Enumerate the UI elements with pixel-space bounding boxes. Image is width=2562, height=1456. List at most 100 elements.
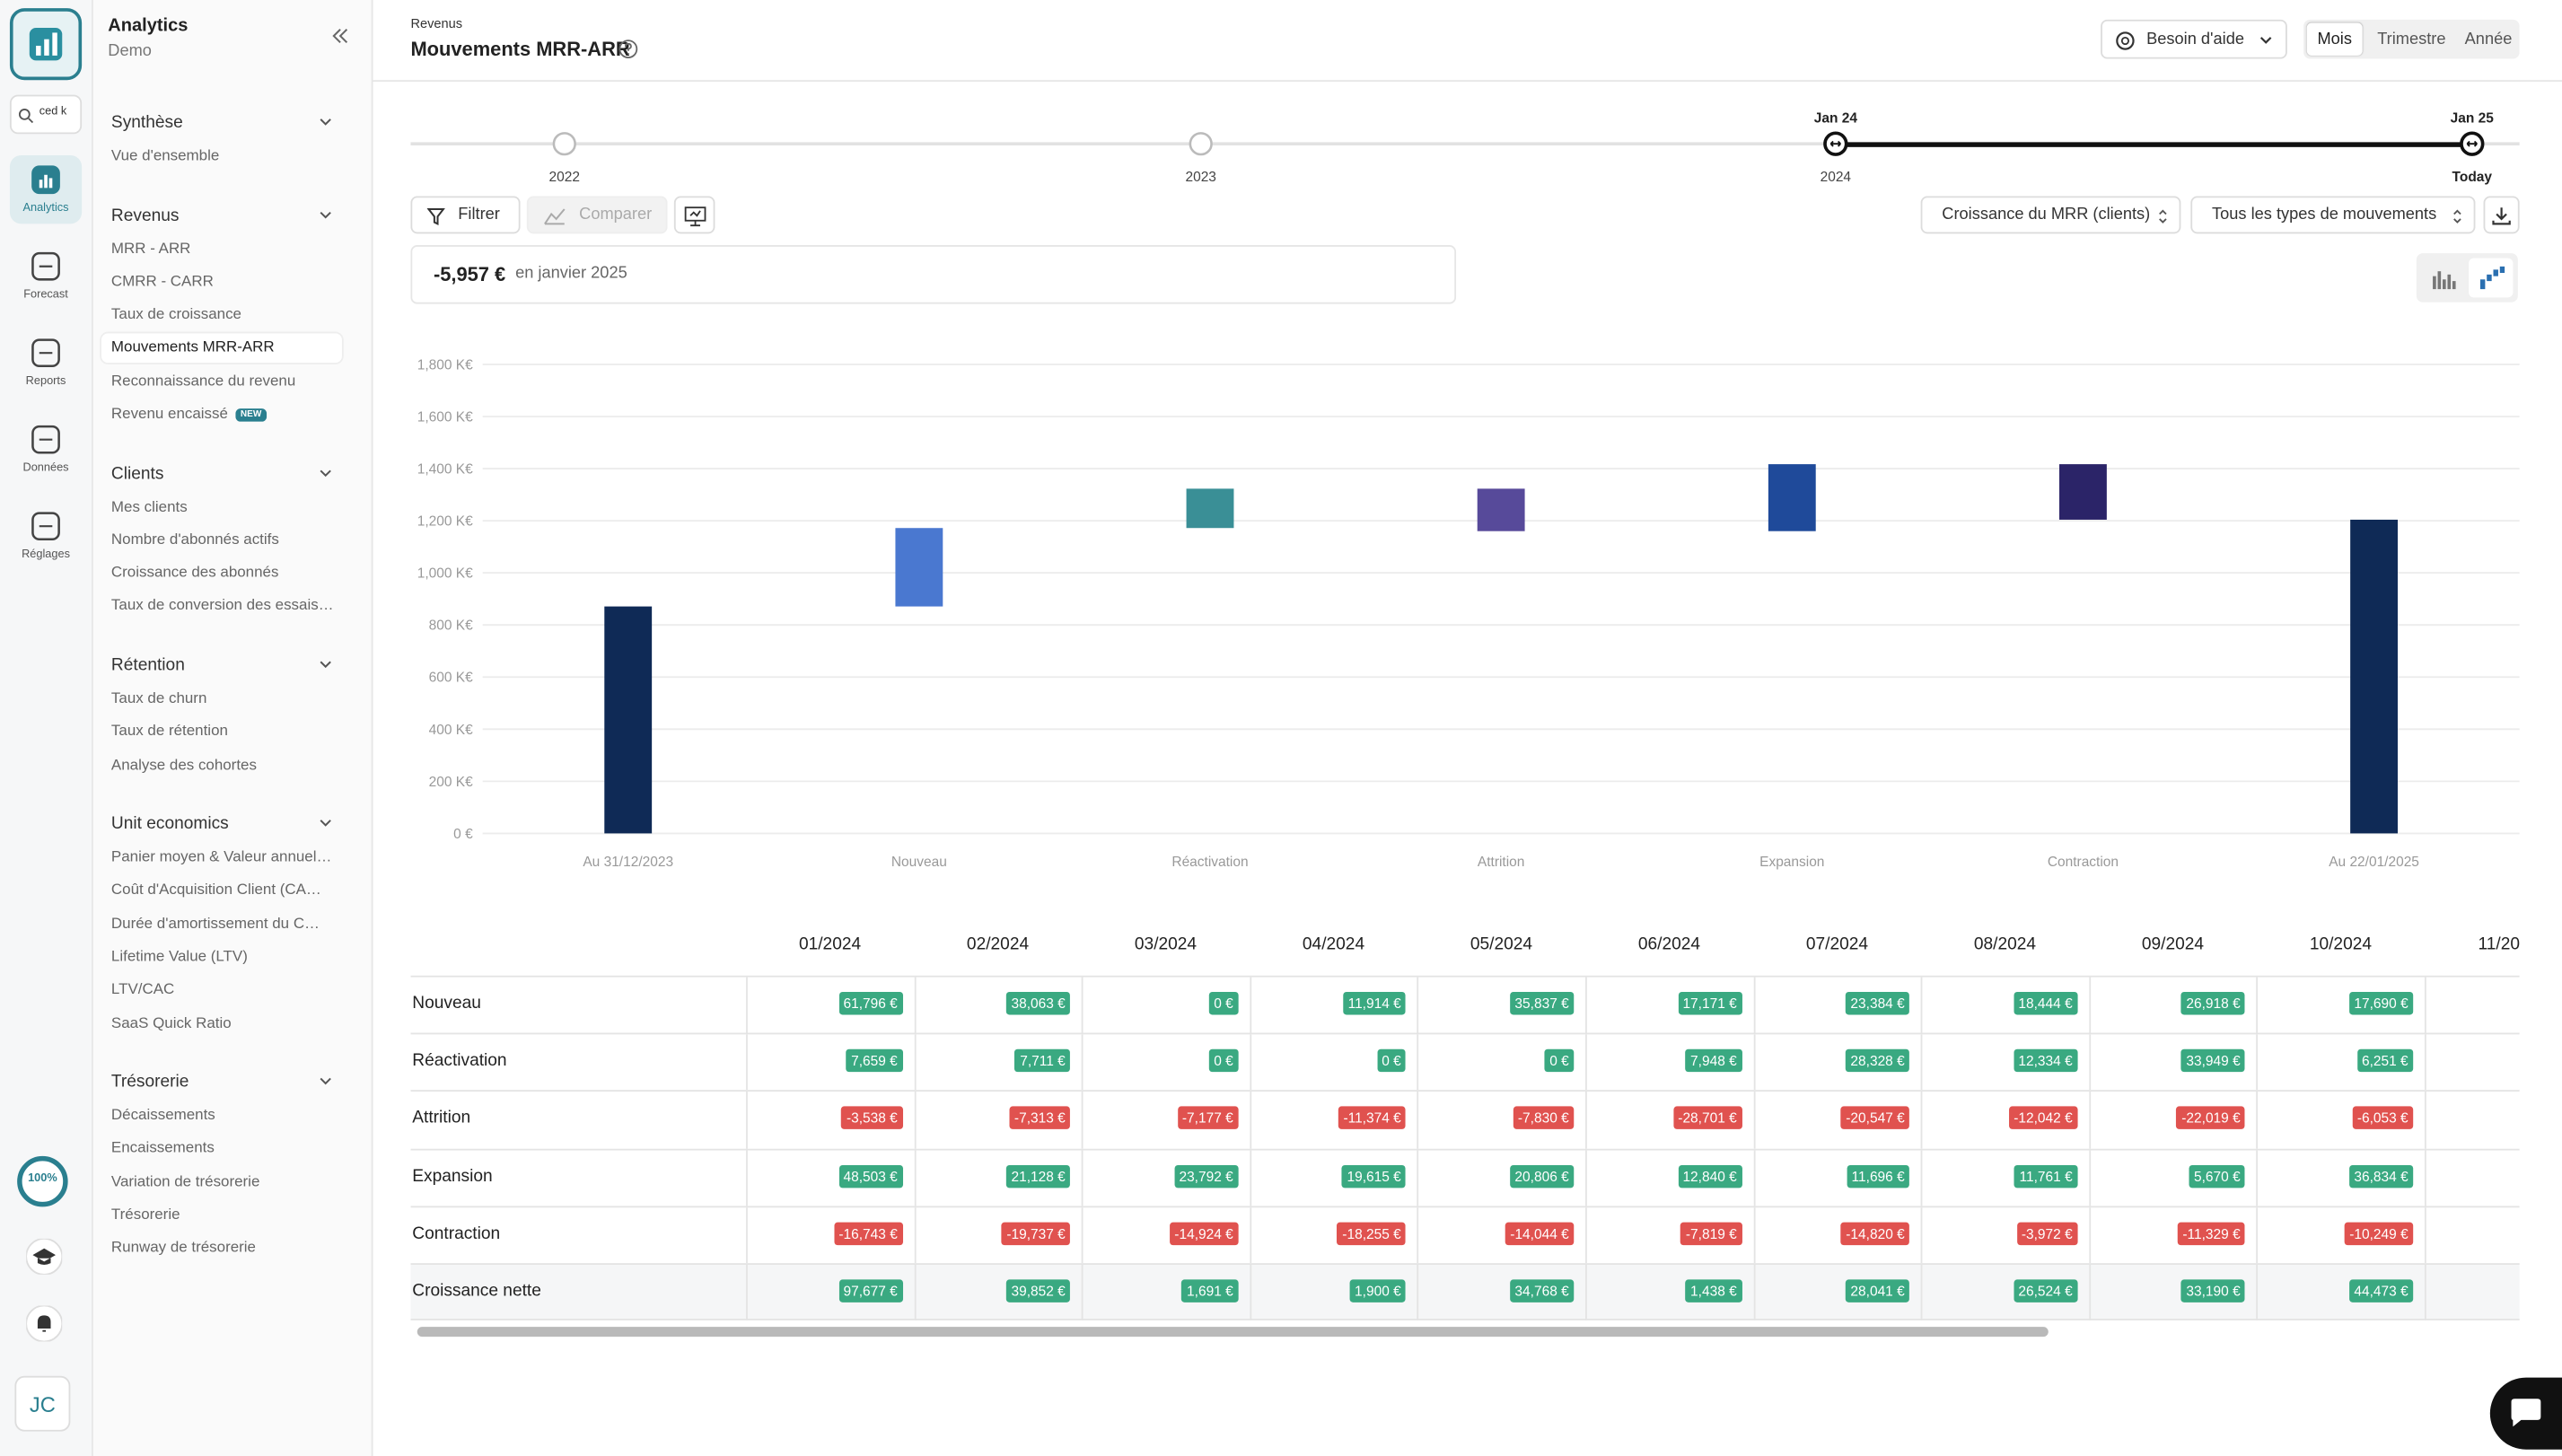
nav-item[interactable]: Revenu encaissé	[110, 405, 228, 422]
nav-item[interactable]: Nombre d'abonnés actifs	[110, 531, 279, 548]
row-label: Expansion	[412, 1166, 493, 1186]
icon	[1823, 131, 1848, 156]
nav-item[interactable]: Runway de trésorerie	[110, 1239, 256, 1256]
help-button[interactable]: Besoin d'aide	[2101, 19, 2287, 59]
table-row: Croissance nette 97,677 € 39,852 € 1,691 € 1…	[410, 1263, 2520, 1321]
toggle-step	[2499, 266, 2505, 274]
nav-item[interactable]: Décaissements	[110, 1106, 215, 1123]
search-box[interactable]: ced k	[9, 94, 83, 135]
rail-label: Analytics	[22, 202, 69, 215]
y-tick-label: 1,000 K€	[417, 566, 473, 582]
table-scrollbar[interactable]	[417, 1327, 2049, 1338]
nav-item[interactable]: Vue d'ensemble	[110, 146, 220, 164]
toggle-bars[interactable]	[2421, 259, 2465, 298]
nav-section-title[interactable]: Rétention	[110, 654, 185, 675]
present-stand	[689, 210, 701, 227]
toggle-waterfall[interactable]	[2469, 258, 2514, 298]
help-circle	[619, 39, 638, 58]
row-label: Croissance nette	[412, 1281, 541, 1302]
icon	[2479, 266, 2505, 290]
nav-item[interactable]: Analyse des cohortes	[110, 755, 257, 773]
nav-section-title[interactable]: Revenus	[110, 205, 180, 225]
nav-section-title[interactable]: Unit economics	[110, 813, 229, 834]
nav-item[interactable]: Trésorerie	[110, 1206, 180, 1223]
nav-section-title[interactable]: Trésorerie	[110, 1072, 189, 1092]
nav-item[interactable]: Lifetime Value (LTV)	[110, 947, 248, 964]
nav-item[interactable]: Mes clients	[110, 497, 188, 514]
rail-item[interactable]: Analytics	[9, 154, 83, 224]
download-icon	[2492, 207, 2511, 225]
toggle-step	[2487, 274, 2492, 282]
period-option[interactable]: Année	[2461, 22, 2516, 55]
metric-select[interactable]: Croissance du MRR (clients)	[1920, 196, 2181, 234]
rail-item[interactable]: Forecast	[10, 241, 82, 310]
table-cell: 17,690 €	[2256, 977, 2425, 1033]
notifications-button	[26, 1305, 63, 1342]
present-button[interactable]	[673, 196, 715, 234]
column-header: 10/2024	[2309, 934, 2373, 955]
table-cell	[2424, 1092, 2520, 1148]
download-button[interactable]	[2483, 196, 2520, 234]
bar	[895, 528, 943, 607]
nav-item[interactable]: Panier moyen & Valeur annuel…	[110, 847, 332, 864]
nav-item[interactable]: Coût d'Acquisition Client (CA…	[110, 881, 321, 898]
collapse-icon	[332, 29, 348, 44]
movement-select[interactable]: Tous les types de mouvements	[2190, 196, 2476, 234]
icon	[1189, 132, 1213, 156]
logo	[9, 8, 83, 81]
nav-item[interactable]: Taux de churn	[110, 689, 207, 706]
table-cell	[2424, 1034, 2520, 1091]
table-cell: -14,924 €	[1082, 1206, 1250, 1264]
nav-item[interactable]: Encaissements	[110, 1139, 215, 1156]
y-tick-label: 0 €	[453, 827, 473, 842]
nav-section-title[interactable]: Clients	[110, 463, 164, 483]
table-cell: 48,503 €	[746, 1149, 914, 1206]
period-option[interactable]: Trimestre	[2365, 22, 2460, 55]
filter-button[interactable]: Filtrer	[410, 196, 521, 234]
chat-button[interactable]	[2489, 1377, 2562, 1450]
table-cell: 0 €	[1082, 1034, 1250, 1091]
timeline-year: 2023	[1185, 168, 1216, 185]
logo-bar	[36, 45, 41, 56]
period-option[interactable]: Mois	[2306, 22, 2363, 56]
nav-item[interactable]: Reconnaissance du revenu	[110, 372, 296, 389]
column-header: 08/2024	[1973, 934, 2037, 955]
nav-item[interactable]: Durée d'amortissement du C…	[110, 914, 320, 931]
rail-item[interactable]: Données	[10, 415, 82, 483]
chevron	[320, 820, 331, 827]
table-cell: 26,918 €	[2088, 977, 2257, 1033]
table-cell: -19,737 €	[914, 1206, 1082, 1264]
avatar[interactable]: JC	[14, 1375, 71, 1432]
nav-section-title[interactable]: Synthèse	[110, 112, 183, 133]
value-badge: 36,834 €	[2348, 1164, 2414, 1188]
nav-item[interactable]: Mouvements MRR-ARR	[110, 338, 275, 355]
x-tick-label: Au 22/01/2025	[2329, 855, 2419, 870]
nav-item[interactable]: SaaS Quick Ratio	[110, 1013, 232, 1031]
nav-item[interactable]: Taux de rétention	[110, 722, 228, 740]
value-badge: 7,659 €	[846, 1049, 903, 1073]
nav-item[interactable]: MRR - ARR	[110, 239, 191, 256]
logo-bar	[44, 39, 49, 56]
value-badge: -22,019 €	[2176, 1107, 2246, 1130]
rail-item[interactable]: Réglages	[10, 502, 82, 570]
period-label: Année	[2464, 31, 2513, 49]
section-chevron	[320, 661, 331, 668]
nav-item[interactable]: Taux de croissance	[110, 305, 241, 322]
table-cell: 44,473 €	[2256, 1264, 2425, 1321]
nav-item[interactable]: Croissance des abonnés	[110, 564, 279, 581]
value-badge: -14,820 €	[1840, 1222, 1910, 1245]
value-badge: 0 €	[1544, 1049, 1575, 1073]
rail-item[interactable]: Reports	[10, 329, 82, 397]
nav-item[interactable]: Variation de trésorerie	[110, 1172, 260, 1189]
progress-label: 100%	[28, 1173, 57, 1185]
nav-item[interactable]: Taux de conversion des essais…	[110, 597, 334, 614]
nav-item[interactable]: CMRR - CARR	[110, 272, 214, 289]
nav-item[interactable]: LTV/CAC	[110, 980, 175, 997]
table-cell: 23,792 €	[1082, 1149, 1250, 1206]
summary-value: -5,957 €	[433, 263, 506, 286]
breadcrumb: Revenus	[410, 16, 462, 31]
compare-button[interactable]: Comparer	[526, 196, 668, 234]
toggle-bar	[2442, 279, 2446, 290]
table-cell: 1,438 €	[1585, 1264, 1753, 1321]
bar	[1477, 488, 1525, 531]
